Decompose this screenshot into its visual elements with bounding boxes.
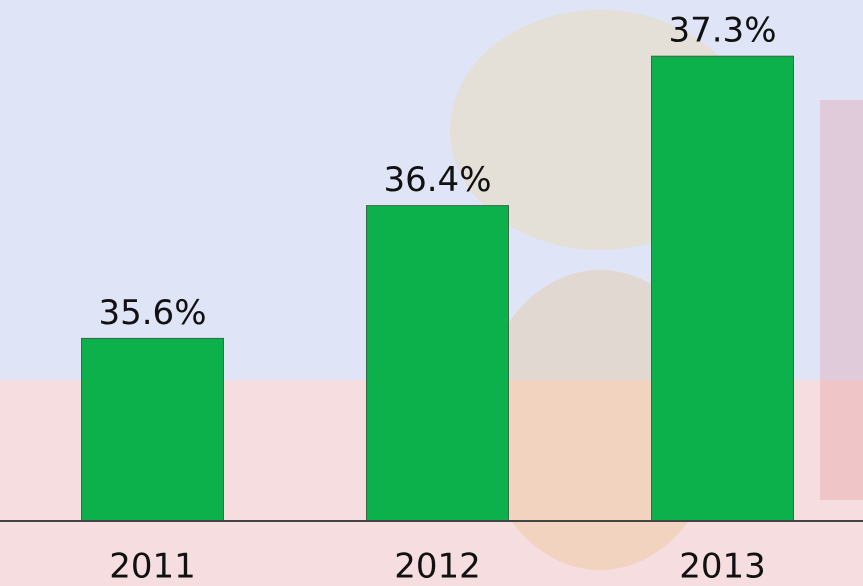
chart: 35.6% 2011 36.4% 2012 37.3% 2013 [0,0,863,586]
bar [82,338,224,521]
value-label: 35.6% [98,293,206,333]
x-tick-label: 2012 [394,547,481,586]
value-label: 36.4% [383,160,491,200]
bar [367,206,509,521]
x-tick-label: 2011 [109,547,196,586]
bar [652,56,794,521]
x-tick-label: 2013 [679,547,766,586]
value-label: 37.3% [668,11,776,51]
